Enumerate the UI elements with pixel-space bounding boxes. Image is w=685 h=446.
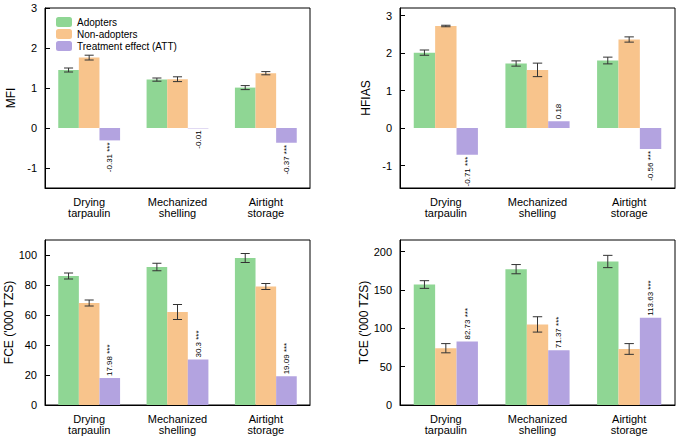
svg-text:0: 0 xyxy=(386,122,392,134)
svg-text:shelling: shelling xyxy=(159,207,196,219)
svg-text:tarpaulin: tarpaulin xyxy=(68,424,110,436)
svg-text:Airtight: Airtight xyxy=(248,195,283,208)
svg-text:-0.37 ***: -0.37 *** xyxy=(282,145,291,175)
svg-text:-1: -1 xyxy=(382,160,392,172)
svg-text:Mechanized: Mechanized xyxy=(507,412,568,425)
svg-text:TCE ('000 TZS): TCE ('000 TZS) xyxy=(357,281,371,364)
svg-text:Mechanized: Mechanized xyxy=(147,412,208,425)
svg-text:Drying: Drying xyxy=(73,412,106,425)
svg-text:shelling: shelling xyxy=(159,424,196,436)
svg-text:1: 1 xyxy=(386,85,392,97)
svg-text:tarpaulin: tarpaulin xyxy=(425,424,467,436)
svg-text:Drying: Drying xyxy=(73,195,106,208)
svg-text:80: 80 xyxy=(25,279,37,291)
svg-text:Airtight: Airtight xyxy=(612,195,647,208)
svg-text:113.63 ***: 113.63 *** xyxy=(646,280,655,315)
svg-text:tarpaulin: tarpaulin xyxy=(68,207,110,219)
svg-text:3: 3 xyxy=(386,10,392,22)
svg-text:shelling: shelling xyxy=(519,207,556,219)
svg-text:17.98 ***: 17.98 *** xyxy=(105,344,114,376)
svg-text:-1: -1 xyxy=(27,162,37,174)
svg-text:storage: storage xyxy=(611,207,648,219)
svg-text:Drying: Drying xyxy=(429,195,462,208)
svg-text:40: 40 xyxy=(25,339,37,351)
svg-text:Adopters: Adopters xyxy=(77,17,117,28)
svg-text:-0.01: -0.01 xyxy=(194,130,203,149)
svg-text:Non-adopters: Non-adopters xyxy=(77,29,138,40)
svg-text:Treatment effect (ATT): Treatment effect (ATT) xyxy=(77,41,177,52)
svg-text:100: 100 xyxy=(374,322,392,334)
svg-text:Airtight: Airtight xyxy=(612,412,647,425)
svg-text:0: 0 xyxy=(31,399,37,411)
svg-text:0: 0 xyxy=(386,399,392,411)
svg-text:60: 60 xyxy=(25,309,37,321)
svg-text:shelling: shelling xyxy=(519,424,556,436)
svg-text:20: 20 xyxy=(25,369,37,381)
svg-text:tarpaulin: tarpaulin xyxy=(425,207,467,219)
svg-text:Mechanized: Mechanized xyxy=(507,195,568,208)
svg-text:0.18: 0.18 xyxy=(554,103,563,119)
svg-text:Drying: Drying xyxy=(429,412,462,425)
svg-text:150: 150 xyxy=(374,284,392,296)
svg-text:-0.31 ***: -0.31 *** xyxy=(105,142,114,172)
svg-text:FCE ('000 TZS): FCE ('000 TZS) xyxy=(2,281,16,364)
svg-text:storage: storage xyxy=(247,424,284,436)
svg-text:30.3 ***: 30.3 *** xyxy=(194,330,203,357)
svg-text:2: 2 xyxy=(386,47,392,59)
svg-text:19.09 ***: 19.09 *** xyxy=(282,343,291,375)
svg-text:2: 2 xyxy=(31,42,37,54)
svg-text:Mechanized: Mechanized xyxy=(147,195,208,208)
svg-text:storage: storage xyxy=(611,424,648,436)
svg-text:82.73 ***: 82.73 *** xyxy=(463,308,472,340)
svg-text:1: 1 xyxy=(31,82,37,94)
svg-text:-0.71 ***: -0.71 *** xyxy=(463,157,472,187)
svg-text:100: 100 xyxy=(19,249,37,261)
svg-text:storage: storage xyxy=(247,207,284,219)
svg-text:MFI: MFI xyxy=(4,88,18,109)
svg-text:HFIAS: HFIAS xyxy=(359,80,373,115)
svg-text:200: 200 xyxy=(374,246,392,258)
svg-text:50: 50 xyxy=(380,361,392,373)
svg-text:3: 3 xyxy=(31,2,37,14)
svg-text:Airtight: Airtight xyxy=(248,412,283,425)
svg-text:71.37 ***: 71.37 *** xyxy=(554,317,563,349)
svg-text:0: 0 xyxy=(31,122,37,134)
svg-text:-0.56 ***: -0.56 *** xyxy=(646,151,655,181)
